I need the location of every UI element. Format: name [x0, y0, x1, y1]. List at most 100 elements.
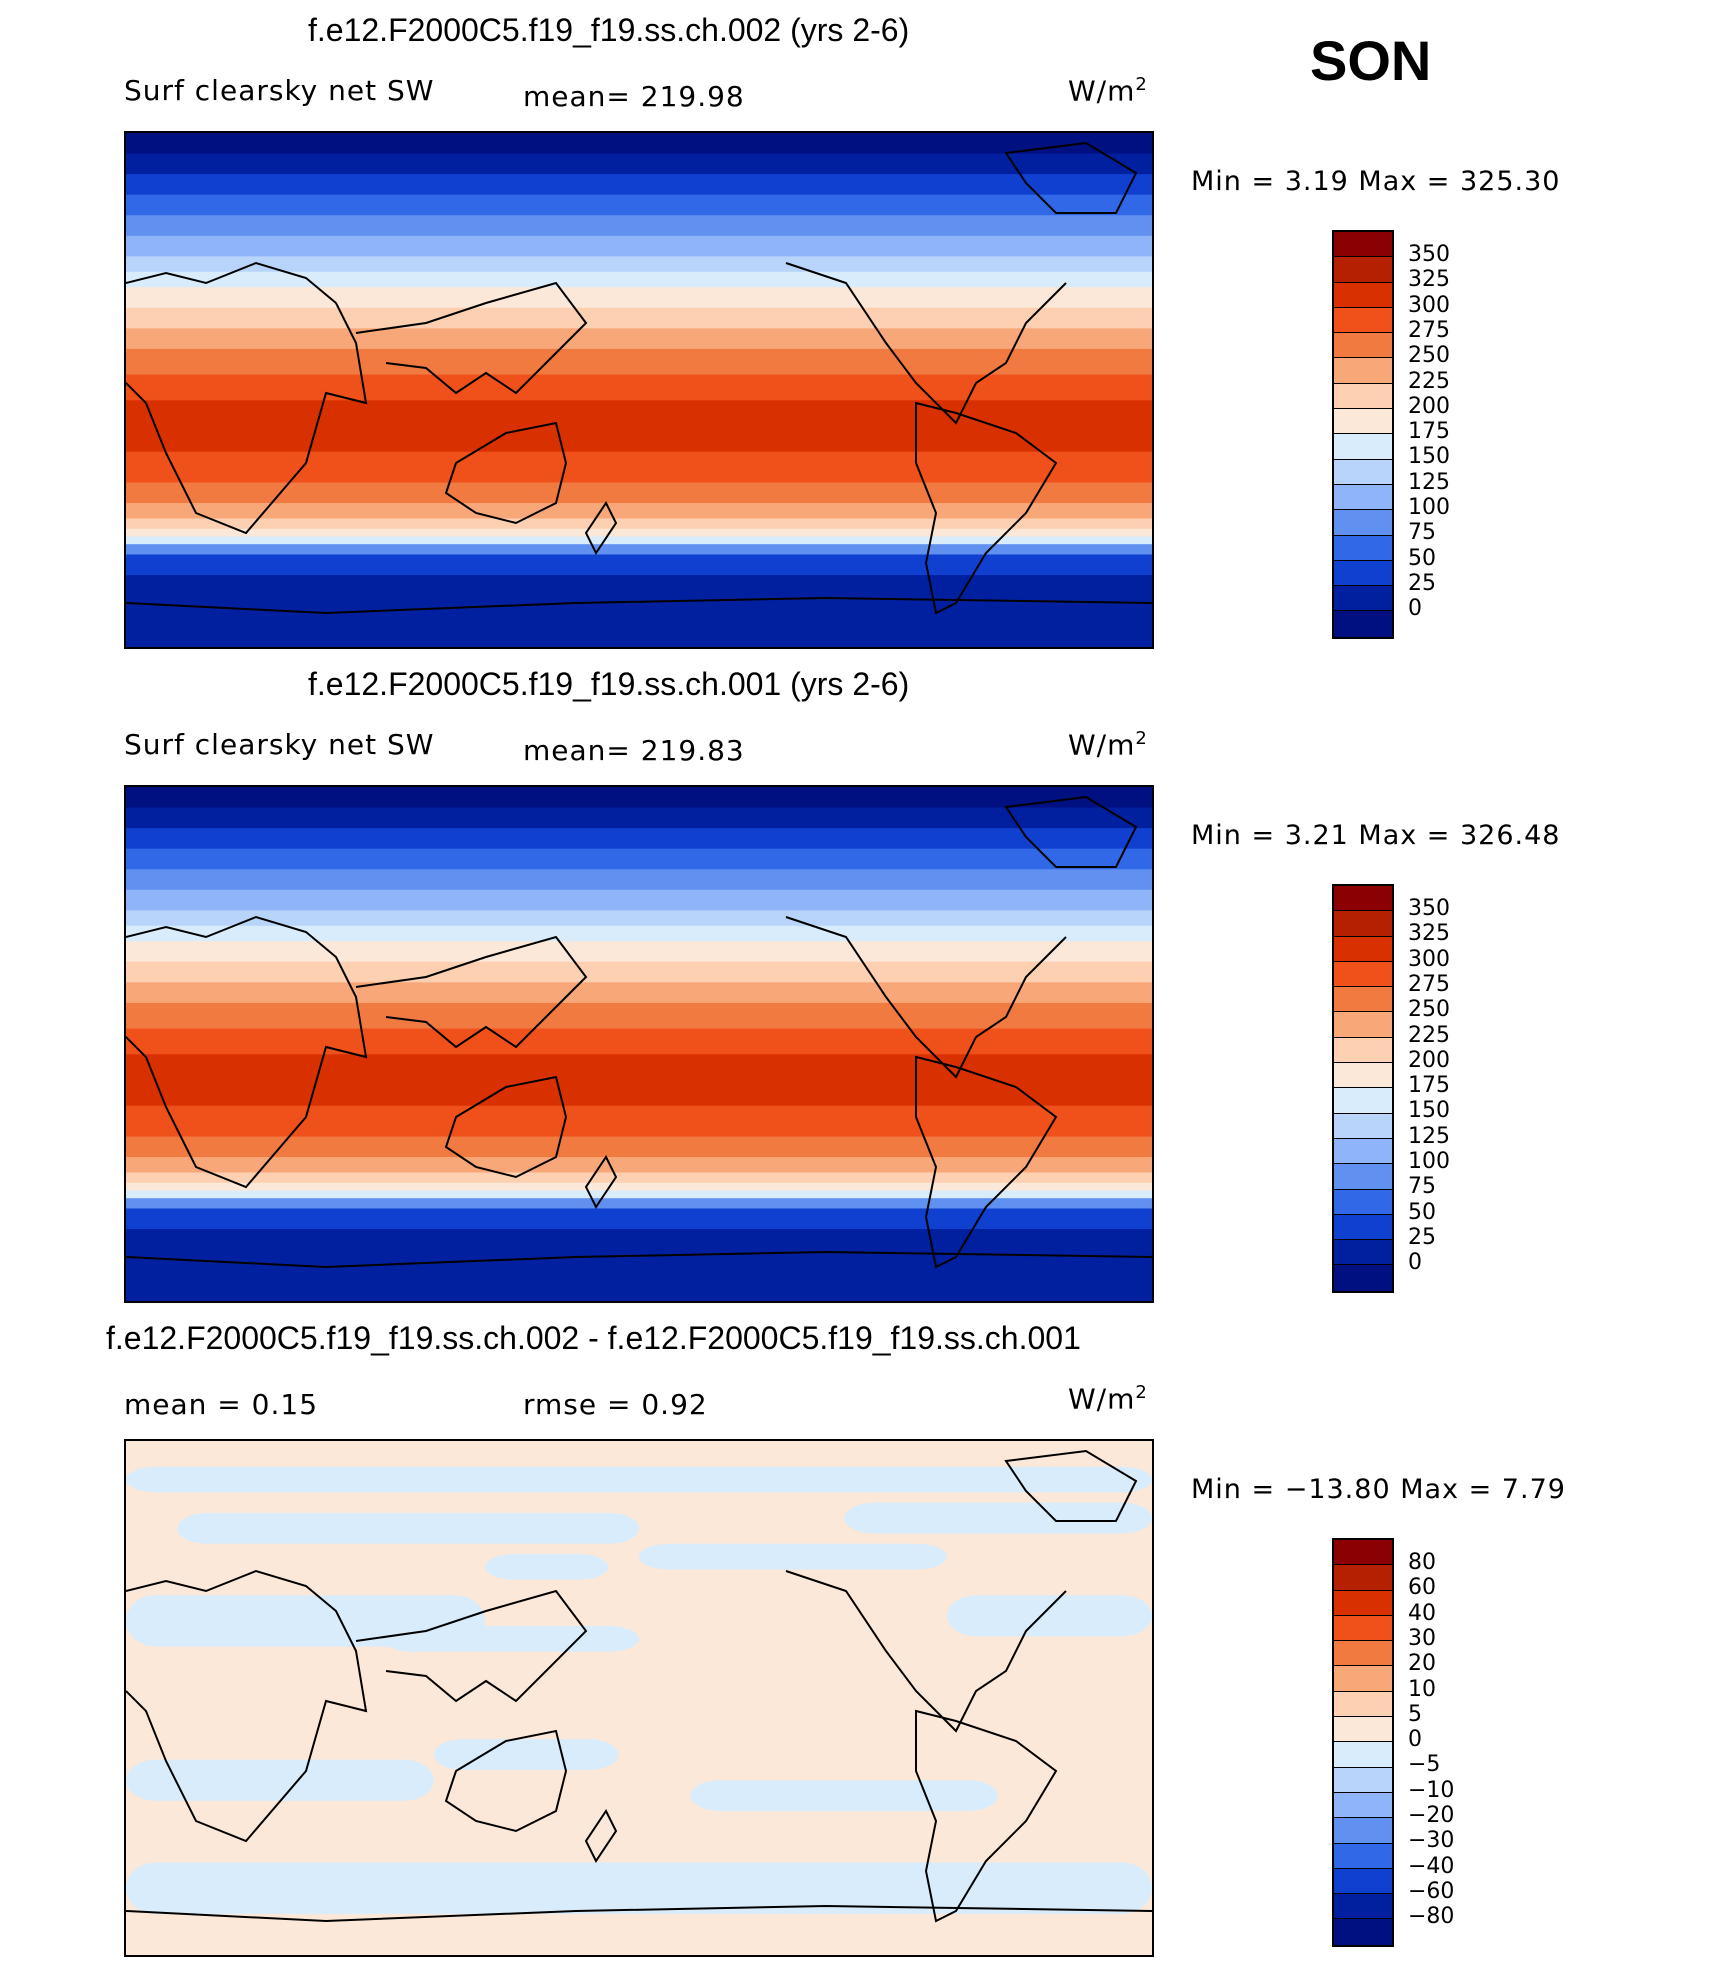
colorbar-swatch [1334, 1590, 1392, 1616]
coastline [126, 1904, 1152, 1923]
colorbar-swatch [1334, 987, 1392, 1013]
colorbar-tick-label: 0 [1408, 1250, 1422, 1276]
field-band [126, 348, 1152, 376]
colorbar-tick-label: 225 [1408, 1022, 1450, 1048]
colorbar-swatch [1334, 1063, 1392, 1089]
colorbar-swatch [1334, 459, 1392, 485]
colorbar-swatch [1334, 1088, 1392, 1114]
coastline [355, 935, 588, 1049]
field-band [126, 1157, 1152, 1174]
field-band [126, 174, 1152, 196]
coastline [915, 1055, 1058, 1269]
colorbar-tick-label: 250 [1408, 343, 1450, 369]
colorbar-swatch [1334, 1565, 1392, 1591]
colorbar-swatch [1334, 1164, 1392, 1190]
colorbar-swatch [1334, 1615, 1392, 1642]
field-anomaly [844, 1502, 1152, 1534]
panel3-title: f.e12.F2000C5.f19_f19.ss.ch.002 - f.e12.… [106, 1320, 1081, 1356]
field-band [126, 1105, 1152, 1138]
colorbar-swatch [1334, 535, 1392, 561]
colorbar-swatch [1334, 1919, 1392, 1945]
field-anomaly [126, 1759, 434, 1801]
colorbar-tick-label: 125 [1408, 1123, 1450, 1149]
colorbar-tick-label: 350 [1408, 896, 1450, 921]
panel2-minmax: Min = 3.21 Max = 326.48 [1191, 820, 1561, 851]
colorbar-tick-label: −30 [1408, 1828, 1455, 1854]
colorbar-swatch [1334, 911, 1392, 937]
colorbar-swatch [1334, 1818, 1392, 1844]
colorbar-tick-label: 250 [1408, 997, 1450, 1023]
coastline [915, 401, 1058, 615]
colorbar-swatch [1334, 1894, 1392, 1920]
field-anomaly [639, 1543, 947, 1570]
colorbar-tick-label: 0 [1408, 1727, 1422, 1753]
field-band [126, 828, 1152, 850]
coastline [126, 261, 368, 535]
colorbar-tick-label: 150 [1408, 1098, 1450, 1124]
field-band [126, 400, 1152, 453]
panel3-map [124, 1439, 1154, 1957]
field-band [126, 807, 1152, 830]
field-anomaly [690, 1780, 999, 1812]
colorbar-tick-label: 300 [1408, 292, 1450, 318]
field-band [126, 536, 1152, 546]
colorbar-tick-label: −5 [1408, 1752, 1441, 1778]
coastline [785, 1570, 1067, 1733]
colorbar-swatch [1334, 1691, 1392, 1718]
field-anomaly [382, 1626, 639, 1652]
colorbar-tick-label: 275 [1408, 317, 1450, 343]
field-band [126, 256, 1152, 273]
coastline [915, 1709, 1058, 1923]
colorbar-swatch [1334, 886, 1392, 912]
field-band [126, 982, 1152, 1004]
colorbar-swatch [1334, 434, 1392, 460]
colorbar-tick-label: 10 [1408, 1676, 1436, 1702]
field-band [126, 554, 1152, 577]
panel3-units: W/m2 [1068, 1382, 1148, 1416]
colorbar-swatch [1334, 611, 1392, 637]
panel2-map [124, 785, 1154, 1303]
colorbar-tick-label: −20 [1408, 1803, 1455, 1828]
colorbar-swatch [1334, 586, 1392, 612]
colorbar-tick-label: 200 [1408, 1047, 1450, 1073]
panel3-mean: mean = 0.15 [124, 1388, 319, 1421]
field-band [126, 1172, 1152, 1184]
panel1-mean: mean= 219.98 [523, 80, 745, 113]
coastline [1004, 141, 1138, 214]
field-band [126, 1028, 1152, 1056]
season-label: SON [1310, 29, 1432, 92]
colorbar-swatch [1334, 560, 1392, 587]
panel3-colorbar [1332, 1538, 1394, 1947]
colorbar-tick-label: 100 [1408, 495, 1450, 520]
colorbar-swatch [1334, 282, 1392, 308]
colorbar-tick-label: 25 [1408, 1224, 1436, 1250]
coastline [126, 1250, 1152, 1269]
colorbar-tick-label: 300 [1408, 946, 1450, 972]
field-band [126, 1208, 1152, 1231]
colorbar-swatch [1334, 1843, 1392, 1869]
colorbar-tick-label: 225 [1408, 368, 1450, 394]
coastline [444, 1075, 568, 1179]
colorbar-tick-label: 50 [1408, 545, 1436, 571]
colorbar-tick-label: 150 [1408, 444, 1450, 470]
panel1-map-svg [126, 133, 1152, 647]
colorbar-swatch [1334, 409, 1392, 435]
colorbar-tick-label: 325 [1408, 921, 1450, 947]
coastline [785, 916, 1067, 1079]
field-band [126, 544, 1152, 556]
panel2-mean: mean= 219.83 [523, 734, 745, 767]
field-band [126, 925, 1152, 943]
field-band [126, 451, 1152, 484]
field-band [126, 961, 1152, 984]
field-band [126, 1054, 1152, 1107]
coastline [584, 1809, 618, 1863]
colorbar-swatch [1334, 1012, 1392, 1038]
colorbar-tick-label: 175 [1408, 1073, 1450, 1099]
colorbar-swatch [1334, 484, 1392, 511]
coastline [126, 596, 1152, 615]
colorbar-swatch [1334, 1792, 1392, 1819]
coastline [444, 421, 568, 525]
colorbar-swatch [1334, 1641, 1392, 1667]
colorbar-tick-label: −40 [1408, 1853, 1455, 1879]
field-band [126, 1136, 1152, 1159]
